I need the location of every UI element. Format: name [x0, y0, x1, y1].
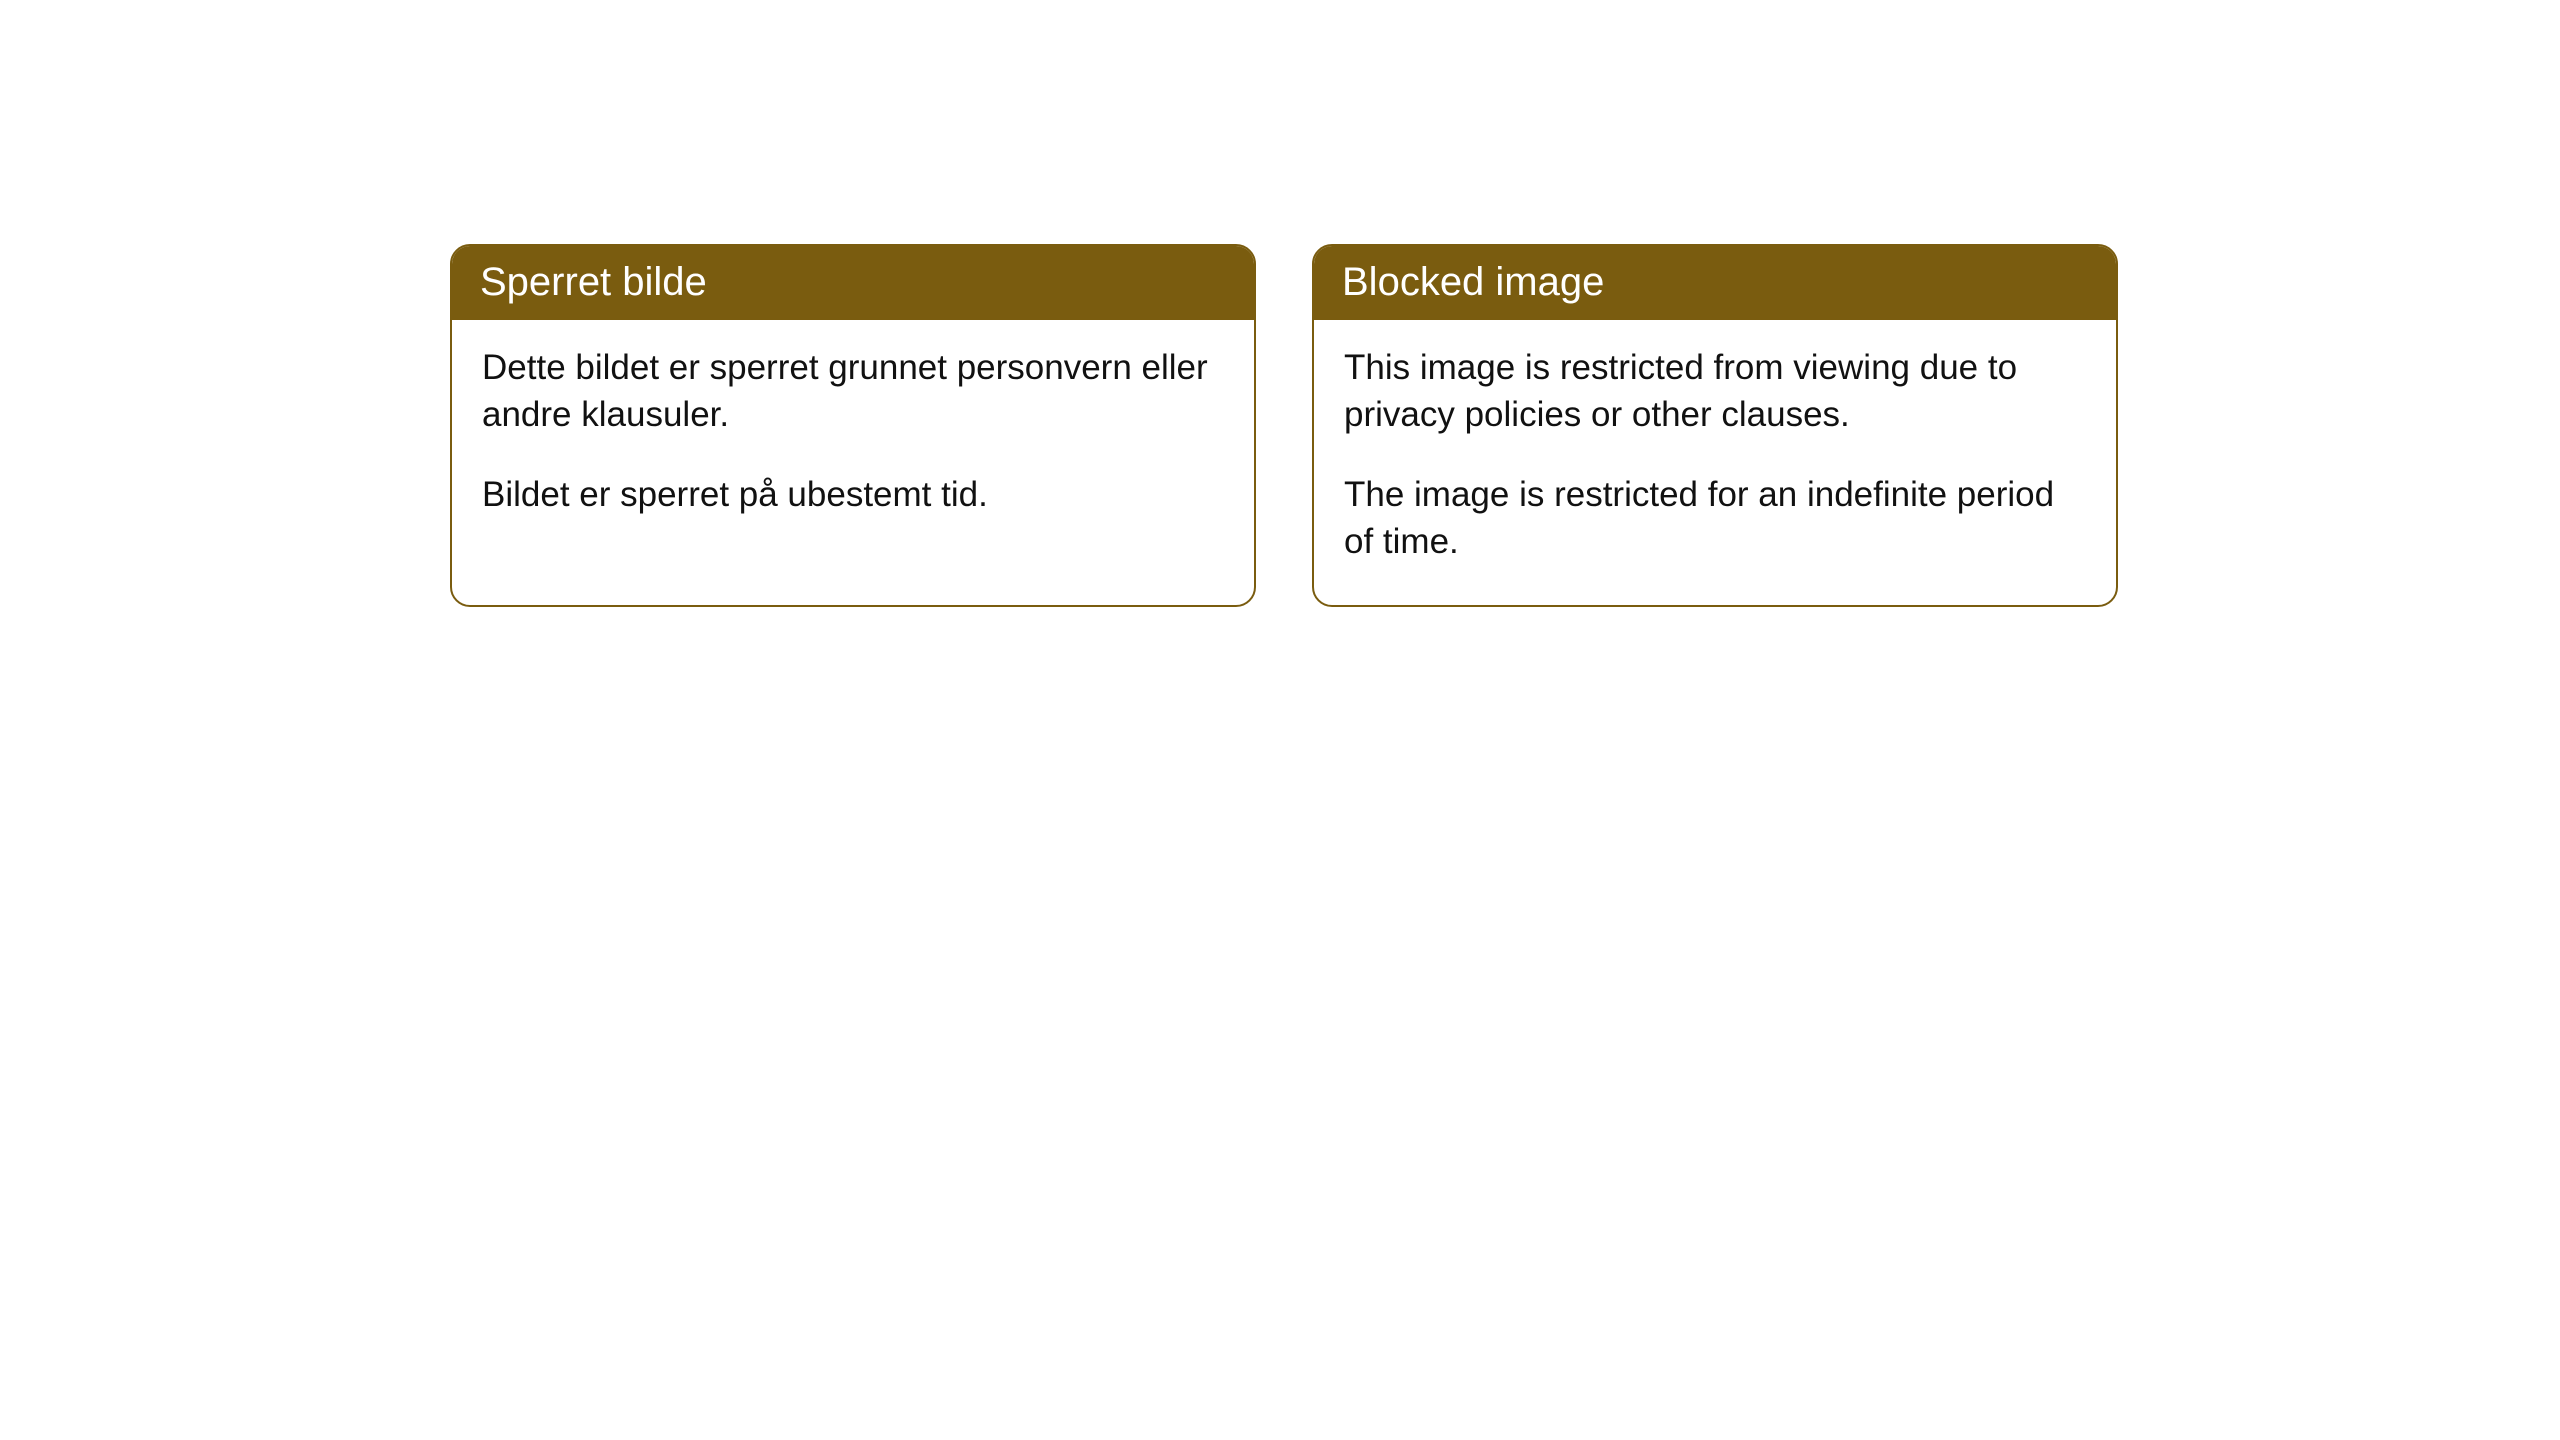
card-body-en: This image is restricted from viewing du… — [1314, 320, 2116, 605]
card-paragraph-no-2: Bildet er sperret på ubestemt tid. — [482, 471, 1224, 518]
card-paragraph-en-2: The image is restricted for an indefinit… — [1344, 471, 2086, 566]
card-body-no: Dette bildet er sperret grunnet personve… — [452, 320, 1254, 558]
card-paragraph-no-1: Dette bildet er sperret grunnet personve… — [482, 344, 1224, 439]
card-paragraph-en-1: This image is restricted from viewing du… — [1344, 344, 2086, 439]
card-header-en: Blocked image — [1314, 246, 2116, 320]
card-header-no: Sperret bilde — [452, 246, 1254, 320]
blocked-image-card-no: Sperret bilde Dette bildet er sperret gr… — [450, 244, 1256, 607]
blocked-image-card-en: Blocked image This image is restricted f… — [1312, 244, 2118, 607]
notice-container: Sperret bilde Dette bildet er sperret gr… — [0, 0, 2560, 607]
